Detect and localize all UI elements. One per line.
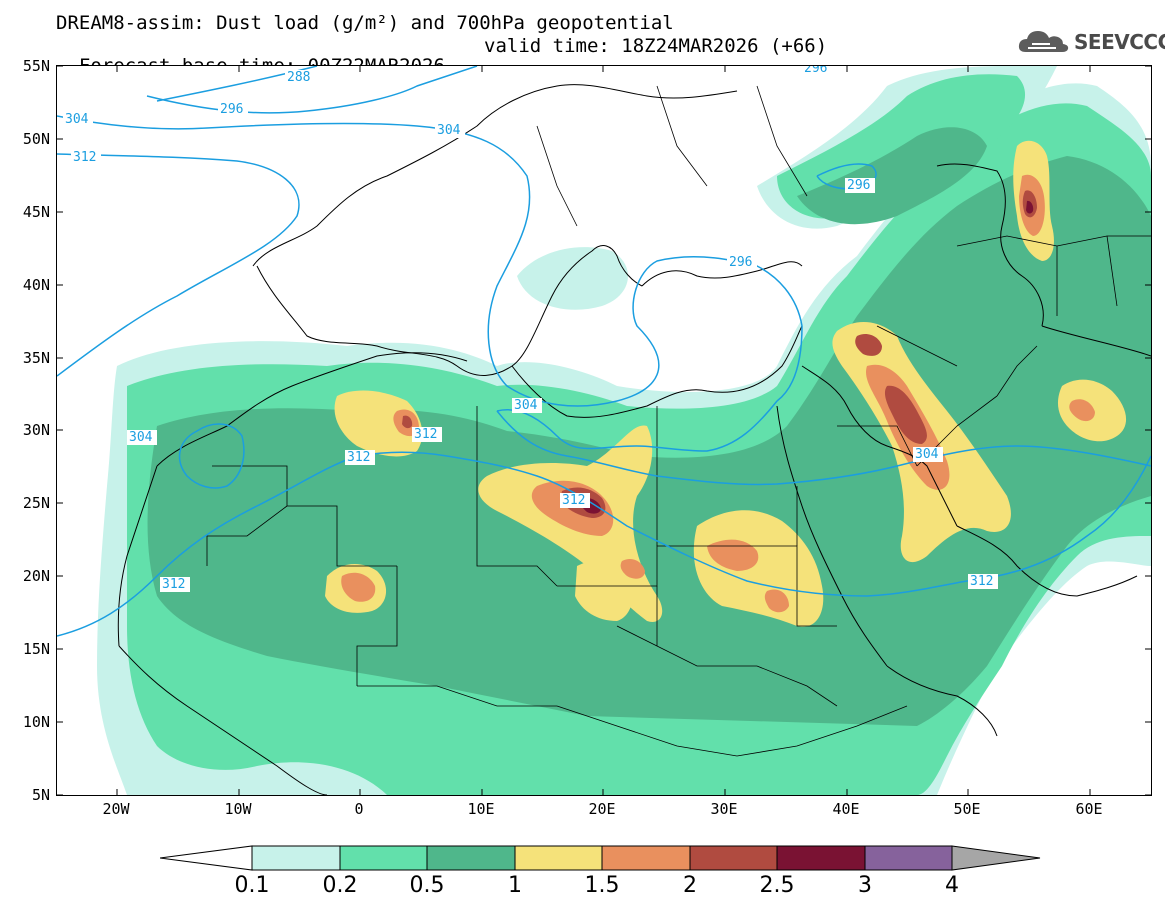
colorbar-segment [426,845,516,871]
map-area: 288 296 296 296 296 304 [56,65,1152,796]
contour-label: 296 [804,66,827,76]
colorbar-segment [514,845,603,871]
colorbar [160,845,1041,871]
colorbar-segment [689,845,778,871]
colorbar-label: 2.5 [759,873,795,898]
lat-label: 15N [22,640,50,658]
country-borders [206,85,1151,757]
colorbar-label: 0.5 [409,873,445,898]
lon-label: 0 [354,800,364,818]
map-title: DREAM8-assim: Dust load (g/m²) and 700hP… [56,12,674,34]
lon-label: 50E [953,800,981,818]
coastlines [117,84,1151,795]
frame-ticks [57,66,1151,795]
colorbar-segment [601,845,691,871]
contour-label: 296 [847,178,870,193]
logo-text: SEEVCCC [1074,30,1165,54]
contour-label: 304 [437,123,461,138]
colorbar-segment [339,845,428,871]
lat-label: 20N [22,567,50,585]
lon-label: 10W [224,800,252,818]
colorbar-label: 0.2 [322,873,358,898]
contour-label: 288 [287,70,310,85]
colorbar-label: 3 [858,873,872,898]
lat-label: 10N [22,713,50,731]
colorbar-segment [776,845,866,871]
contour-label: 296 [220,102,243,117]
dust-layer-05 [147,127,1151,726]
lon-label: 60E [1075,800,1103,818]
contour-label: 304 [915,447,939,462]
contour-label: 296 [729,255,752,270]
lon-label: 20E [588,800,616,818]
contour-label: 312 [970,574,993,589]
contour-label-group: 288 296 296 296 296 304 [63,66,998,592]
contour-label: 304 [514,398,538,413]
colorbar-label: 4 [945,873,959,898]
dust-map: 288 296 296 296 296 304 [57,66,1151,795]
contour-label: 312 [73,150,96,165]
lat-label: 25N [22,494,50,512]
cloud-icon [1018,31,1069,52]
contour-label: 304 [65,112,89,127]
colorbar-segment [864,845,953,871]
lon-label: 10E [467,800,495,818]
contour-label: 312 [347,450,370,465]
colorbar-label: 0.1 [234,873,270,898]
contour-label: 312 [162,577,185,592]
valid-time-text: valid time: 18Z24MAR2026 (+66) [484,35,828,57]
lat-label: 5N [31,786,50,804]
colorbar-high-arrow [951,845,1041,871]
contour-label: 312 [414,427,437,442]
lat-label: 40N [22,276,50,294]
contour-label: 312 [562,493,585,508]
lon-label: 20W [102,800,130,818]
lon-label: 40E [832,800,860,818]
seevccc-logo: SEEVCCC [1016,26,1165,58]
lat-label: 45N [22,203,50,221]
colorbar-label: 1 [508,873,522,898]
lat-label: 35N [22,349,50,367]
colorbar-label: 2 [683,873,697,898]
lon-label: 30E [710,800,738,818]
lat-label: 30N [22,421,50,439]
colorbar-low-arrow [160,845,253,871]
lat-label: 55N [22,57,50,75]
lat-label: 50N [22,130,50,148]
contour-label: 304 [129,430,153,445]
colorbar-label: 1.5 [584,873,620,898]
colorbar-segment [251,845,341,871]
